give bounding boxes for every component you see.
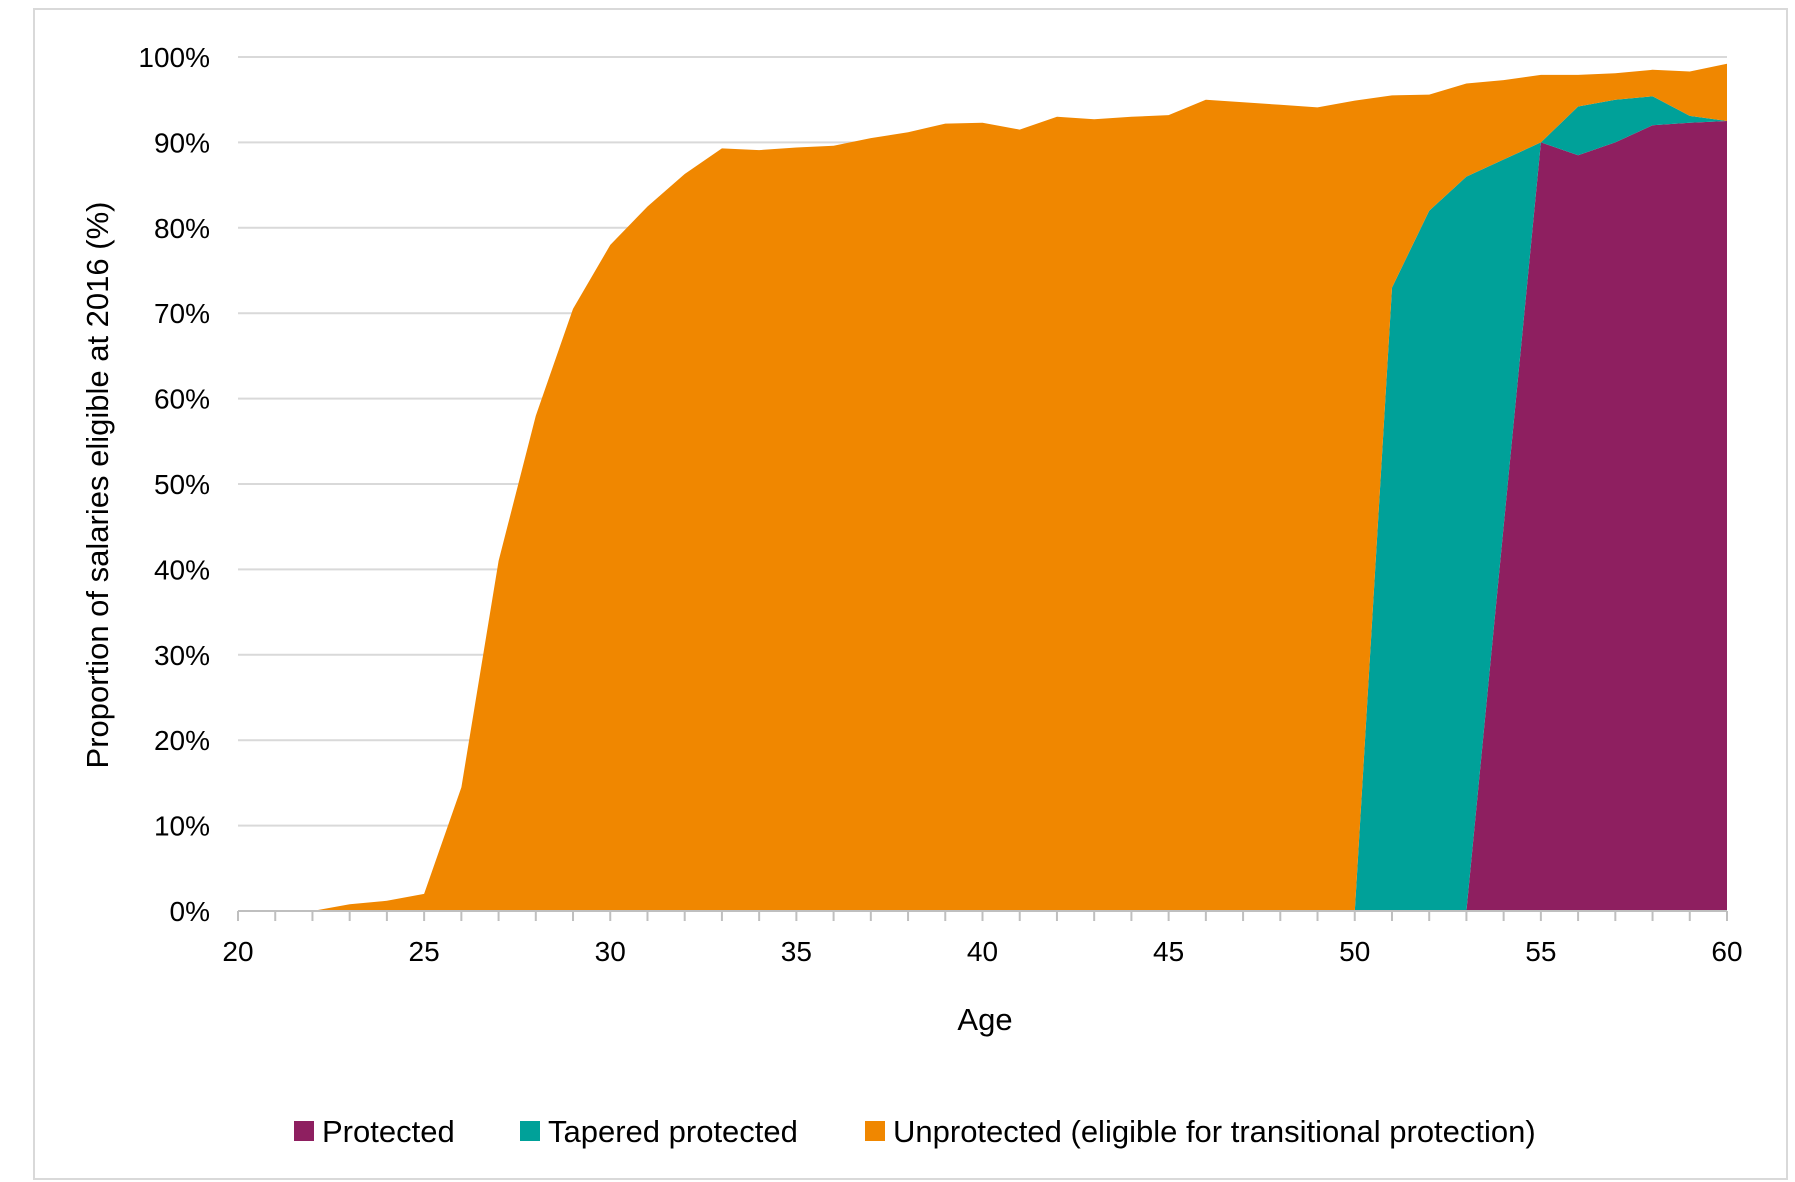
x-tick-label: 45 xyxy=(1153,936,1184,967)
y-tick-label: 0% xyxy=(170,896,210,927)
x-tick-label: 25 xyxy=(409,936,440,967)
y-tick-label: 100% xyxy=(138,42,210,73)
legend: Protected Tapered protected Unprotected (e… xyxy=(294,1114,1536,1149)
series-area-1 xyxy=(238,96,1727,912)
x-tick-label: 40 xyxy=(967,936,998,967)
legend-label-0: Protected xyxy=(322,1114,455,1149)
x-tick-label: 35 xyxy=(781,936,812,967)
x-tick-label: 20 xyxy=(222,936,253,967)
x-tick-label: 55 xyxy=(1525,936,1556,967)
legend-swatch-1 xyxy=(520,1121,540,1141)
legend-swatch-2 xyxy=(865,1121,885,1141)
x-tick-labels: 20 25 30 35 40 45 50 55 60 xyxy=(222,936,1742,967)
x-tick-label: 30 xyxy=(595,936,626,967)
y-tick-label: 30% xyxy=(154,640,210,671)
y-tick-label: 60% xyxy=(154,384,210,415)
y-tick-label: 50% xyxy=(154,469,210,500)
legend-label-1: Tapered protected xyxy=(548,1114,798,1149)
axes xyxy=(237,910,1728,921)
stacked-areas xyxy=(238,63,1727,912)
y-tick-label: 80% xyxy=(154,213,210,244)
series-area-2 xyxy=(238,63,1727,912)
y-tick-label: 70% xyxy=(154,298,210,329)
y-axis-title: Proportion of salaries eligible at 2016 … xyxy=(80,202,115,769)
y-tick-label: 20% xyxy=(154,725,210,756)
y-tick-label: 10% xyxy=(154,811,210,842)
x-tick-label: 50 xyxy=(1339,936,1370,967)
y-tick-label: 90% xyxy=(154,127,210,158)
y-tick-label: 40% xyxy=(154,554,210,585)
y-tick-labels: 0% 10% 20% 30% 40% 50% 60% 70% 80% 90% 100% xyxy=(138,42,210,927)
legend-label-2: Unprotected (eligible for transitional p… xyxy=(893,1114,1536,1149)
series-area-0 xyxy=(238,121,1727,911)
legend-swatch-0 xyxy=(294,1121,314,1141)
x-axis-title: Age xyxy=(957,1002,1012,1037)
x-tick-label: 60 xyxy=(1711,936,1742,967)
